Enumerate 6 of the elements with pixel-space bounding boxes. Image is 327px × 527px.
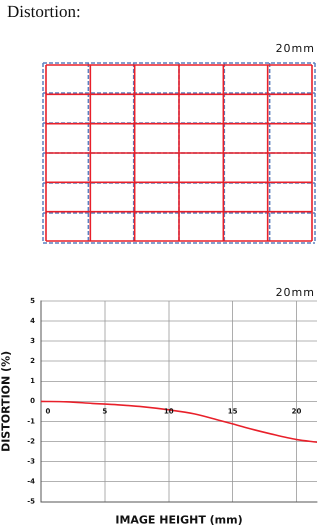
x-axis-title: IMAGE HEIGHT (mm) xyxy=(115,513,243,526)
text: 20mm xyxy=(276,42,315,55)
text: 20mm xyxy=(276,286,315,299)
line-series xyxy=(40,400,317,443)
y-axis-title: DISTORTION (%) xyxy=(0,350,12,452)
chart-title: Distortion: xyxy=(7,2,81,22)
